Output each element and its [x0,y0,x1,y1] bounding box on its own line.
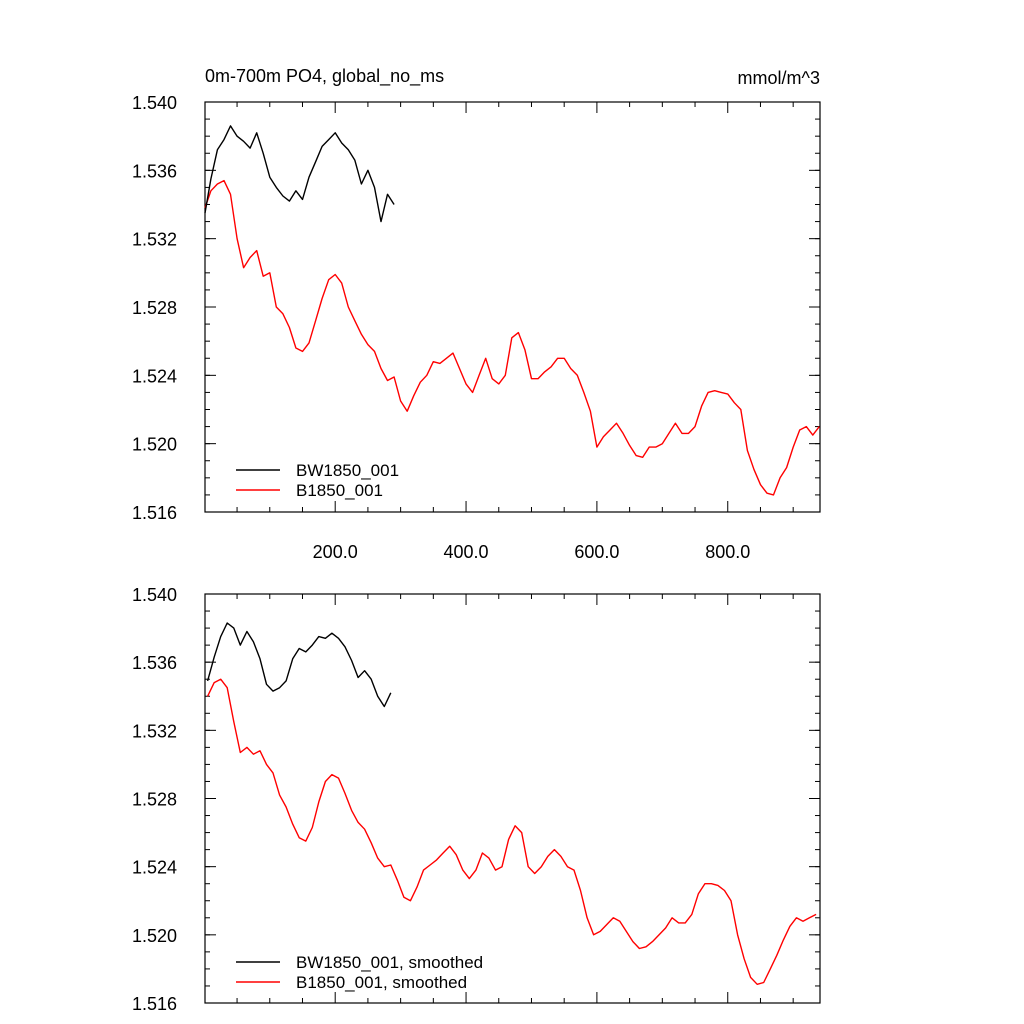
legend-label: BW1850_001, smoothed [296,953,483,972]
y-tick-label: 1.528 [132,790,177,810]
x-tick-label: 800.0 [705,542,750,562]
y-tick-label: 1.536 [132,161,177,181]
series-line-bw1850-001-smoothed [206,622,392,708]
y-tick-label: 1.532 [132,721,177,741]
y-tick-label: 1.520 [132,926,177,946]
y-tick-label: 1.520 [132,435,177,455]
y-tick-label: 1.532 [132,230,177,250]
top-panel: 1.516 1.520 1.524 1.528 1.532 1.536 1.540 200.0… [132,93,821,562]
y-tick-label: 1.540 [132,585,177,605]
series-line-b1850-001 [204,179,820,496]
x-tick-label: 200.0 [313,542,358,562]
y-tick-label: 1.536 [132,653,177,673]
x-tick-label: 600.0 [574,542,619,562]
y-tick-label: 1.516 [132,503,177,523]
units-label: mmol/m^3 [738,68,820,88]
y-tick-label: 1.516 [132,994,177,1014]
legend-label: B1850_001, smoothed [296,973,467,992]
y-tick-label: 1.524 [132,858,177,878]
y-tick-label: 1.540 [132,93,177,113]
x-tick-label: 400.0 [444,542,489,562]
plot-frame [204,101,821,513]
y-tick-label: 1.524 [132,366,177,386]
chart-title: 0m-700m PO4, global_no_ms [205,66,444,87]
plot-frame [204,593,821,1004]
legend-label: B1850_001 [296,481,383,500]
y-tick-label: 1.528 [132,298,177,318]
bottom-panel: 1.516 1.520 1.524 1.528 1.532 1.536 1.540 BW185… [132,585,821,1014]
series-line-b1850-001-smoothed [206,678,817,985]
legend-label: BW1850_001 [296,461,399,480]
series-line-bw1850-001 [204,125,395,223]
